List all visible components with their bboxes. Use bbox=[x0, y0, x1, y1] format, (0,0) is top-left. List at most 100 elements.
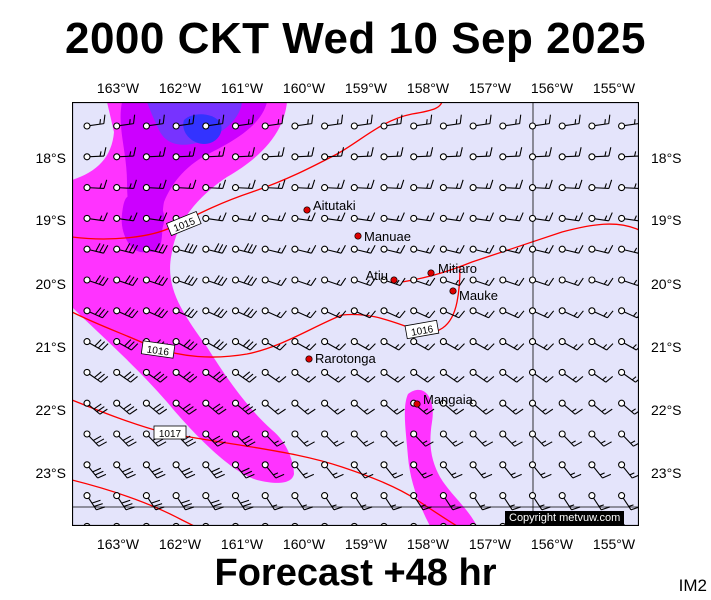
lon-tick: 162°W bbox=[158, 80, 202, 96]
wind-barb bbox=[439, 338, 465, 351]
wind-barb bbox=[172, 399, 197, 415]
lat-tick: 21°S bbox=[35, 339, 66, 355]
wind-barb bbox=[291, 399, 316, 415]
wind-barb bbox=[469, 245, 495, 254]
wind-barb bbox=[231, 275, 258, 287]
lon-tick: 160°W bbox=[282, 80, 326, 96]
wind-barb bbox=[469, 276, 495, 287]
wind-barb bbox=[528, 147, 552, 161]
wind-barb bbox=[588, 492, 610, 511]
svg-text:Manuae: Manuae bbox=[364, 229, 411, 244]
wind-barb bbox=[83, 399, 108, 415]
wind-barb bbox=[439, 307, 466, 319]
wind-barb bbox=[410, 492, 432, 511]
wind-barb bbox=[380, 492, 403, 511]
wind-barb bbox=[321, 430, 345, 447]
wind-barb bbox=[380, 307, 406, 319]
wind-barb bbox=[172, 492, 195, 511]
isobar-label: 1017 bbox=[153, 425, 187, 440]
wind-barb bbox=[261, 276, 287, 287]
wind-barb bbox=[588, 212, 613, 222]
wind-barb bbox=[410, 461, 433, 479]
wind-barb bbox=[618, 338, 639, 351]
wind-barb bbox=[499, 492, 521, 511]
wind-barb bbox=[350, 338, 376, 351]
rain-band-mangaia bbox=[404, 389, 477, 526]
wind-barb bbox=[469, 368, 495, 383]
lat-tick: 19°S bbox=[35, 212, 66, 228]
wind-barb bbox=[113, 399, 138, 415]
wind-barb bbox=[291, 492, 313, 511]
wind-barb bbox=[231, 430, 256, 447]
wind-barb bbox=[469, 307, 495, 319]
wind-barb bbox=[528, 276, 555, 287]
wind-barb bbox=[410, 430, 434, 447]
wind-barb bbox=[202, 147, 226, 161]
wind-barb bbox=[202, 212, 227, 222]
wind-barb bbox=[439, 430, 464, 447]
wind-barb bbox=[469, 492, 492, 511]
wind-barb bbox=[231, 307, 258, 319]
wind-barb bbox=[113, 114, 136, 130]
wind-barb bbox=[142, 368, 168, 383]
lon-tick: 158°W bbox=[406, 536, 450, 552]
image-code: IM2 bbox=[678, 576, 707, 595]
wind-barb bbox=[350, 399, 375, 415]
svg-text:1017: 1017 bbox=[159, 429, 182, 440]
lon-tick: 157°W bbox=[468, 536, 512, 552]
wind-barb bbox=[439, 147, 463, 161]
wind-barb bbox=[588, 147, 612, 161]
wind-barb bbox=[291, 338, 317, 351]
wind-barb bbox=[83, 147, 107, 161]
wind-barb bbox=[469, 212, 494, 222]
wind-barbs bbox=[83, 114, 639, 526]
wind-barb bbox=[291, 430, 315, 447]
lat-tick: 18°S bbox=[651, 150, 682, 166]
wind-barb bbox=[380, 430, 404, 447]
wind-barb bbox=[321, 276, 347, 287]
wind-barb bbox=[439, 276, 465, 287]
wind-barb bbox=[469, 399, 494, 415]
wind-barb bbox=[410, 245, 436, 254]
lon-tick: 159°W bbox=[344, 536, 388, 552]
wind-barb bbox=[83, 492, 106, 511]
wind-barb bbox=[202, 307, 228, 319]
wind-barb bbox=[350, 307, 376, 319]
wind-barb bbox=[558, 368, 584, 383]
wind-barb bbox=[350, 492, 373, 511]
wind-barb bbox=[588, 114, 611, 130]
wind-barb bbox=[202, 338, 228, 351]
wind-barb bbox=[142, 243, 168, 254]
wind-barb bbox=[350, 368, 376, 383]
isobar-east-line bbox=[401, 223, 639, 283]
wind-barb bbox=[558, 430, 583, 447]
wind-barb bbox=[261, 307, 287, 319]
lat-tick: 23°S bbox=[35, 465, 66, 481]
svg-text:1016: 1016 bbox=[410, 324, 434, 339]
wind-barb bbox=[202, 114, 225, 130]
wind-barb bbox=[380, 461, 404, 479]
wind-barb bbox=[499, 461, 522, 479]
wind-barb bbox=[202, 275, 228, 287]
wind-barb bbox=[350, 430, 375, 447]
lon-tick: 161°W bbox=[220, 536, 264, 552]
wind-barb bbox=[291, 212, 316, 222]
wind-barb bbox=[528, 212, 554, 222]
wind-barb bbox=[291, 368, 317, 383]
wind-barb bbox=[499, 368, 524, 383]
lon-tick: 155°W bbox=[592, 536, 636, 552]
svg-text:Atiu: Atiu bbox=[366, 268, 388, 283]
wind-barb bbox=[321, 212, 346, 222]
wind-barb bbox=[410, 276, 436, 287]
wind-barb bbox=[113, 212, 138, 222]
wind-barb bbox=[321, 492, 343, 511]
wind-barb bbox=[321, 245, 346, 254]
wind-barb bbox=[528, 338, 554, 351]
wind-barb bbox=[172, 461, 196, 479]
island-aitutaki: Aitutaki bbox=[303, 198, 356, 214]
wind-barb bbox=[410, 179, 434, 192]
wind-barb bbox=[291, 461, 315, 479]
wind-barb bbox=[321, 368, 346, 383]
island-atiu: Atiu bbox=[366, 268, 398, 284]
map-title: 2000 CKT Wed 10 Sep 2025 bbox=[64, 14, 647, 63]
